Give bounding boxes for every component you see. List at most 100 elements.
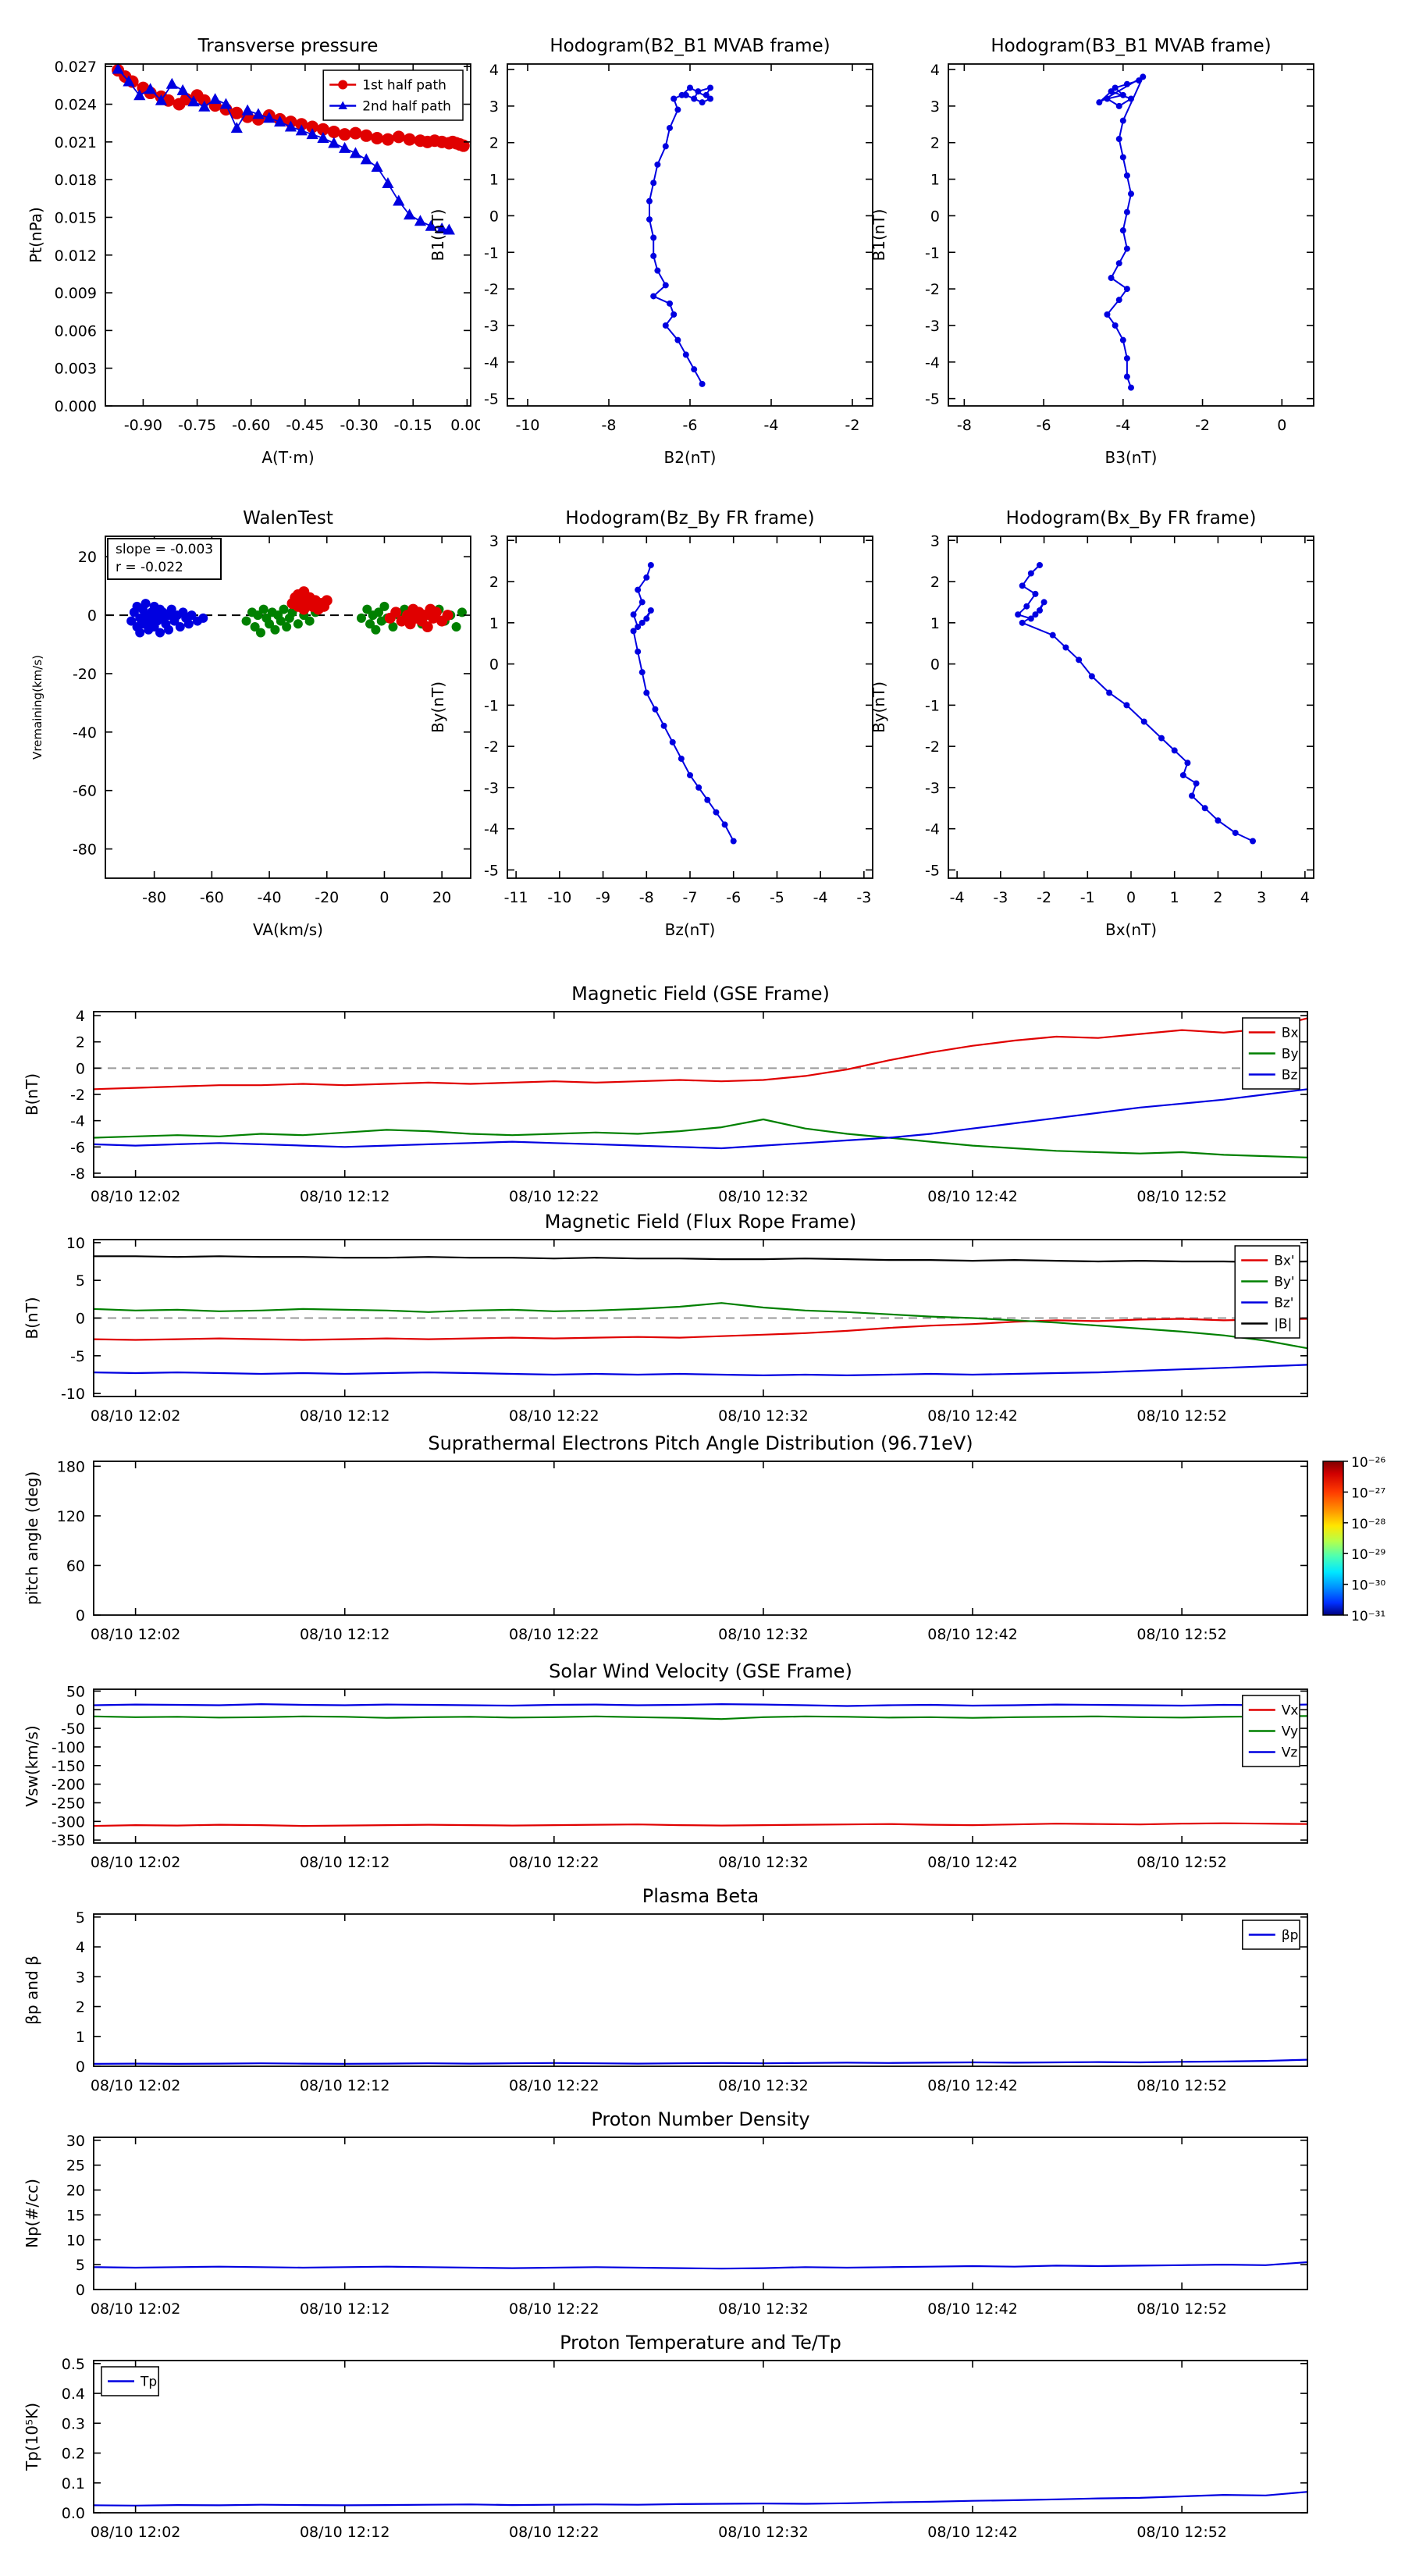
svg-text:-3: -3 <box>484 780 499 797</box>
svg-text:1: 1 <box>489 172 499 189</box>
plot-svg: -0.90 -0.75 -0.60 -0.45 -0.30 -0.15 0.00 0.000 0… <box>27 59 480 467</box>
svg-text:-10: -10 <box>515 417 539 434</box>
svg-text:0.2: 0.2 <box>62 2446 85 2463</box>
svg-text:-0.45: -0.45 <box>286 417 324 434</box>
svg-text:08/10 12:12: 08/10 12:12 <box>300 2077 390 2094</box>
chart-title: Proton Temperature and Te/Tp <box>560 2332 841 2354</box>
plot-svg: -80 -60 -40 -20 0 20 20 0 -20 -40 -60 -80 VA(km/s) Vr… <box>30 535 471 939</box>
svg-text:3: 3 <box>76 1969 85 1986</box>
chart-title: Hodogram(Bx_By FR frame) <box>1005 508 1257 528</box>
colorbar: 10⁻²⁶ 10⁻²⁷ 10⁻²⁸ 10⁻²⁹ 10⁻³⁰ 10⁻³¹ <box>1322 1455 1385 1624</box>
svg-text:-4: -4 <box>764 417 779 434</box>
svg-text:0.003: 0.003 <box>55 361 97 378</box>
svg-text:By(nT): By(nT) <box>429 681 447 733</box>
svg-text:4: 4 <box>489 62 499 79</box>
svg-text:08/10 12:22: 08/10 12:22 <box>509 1854 599 1871</box>
chart-hodogram-bz-by: Hodogram(Bz_By FR frame) -11 -10 -9 -8 -7 -6-… <box>422 496 882 952</box>
svg-text:B(nT): B(nT) <box>23 1297 41 1339</box>
chart-title: Hodogram(B3_B1 MVAB frame) <box>991 36 1272 56</box>
svg-text:-5: -5 <box>925 862 940 879</box>
svg-text:50: 50 <box>66 1683 85 1700</box>
svg-text:08/10 12:12: 08/10 12:12 <box>300 1407 390 1425</box>
svg-text:08/10 12:22: 08/10 12:22 <box>509 2524 599 2541</box>
svg-text:-40: -40 <box>258 889 282 906</box>
svg-text:08/10 12:12: 08/10 12:12 <box>300 2300 390 2318</box>
svg-text:-2: -2 <box>1195 417 1210 434</box>
svg-text:0: 0 <box>489 208 499 225</box>
svg-text:08/10 12:02: 08/10 12:02 <box>91 2077 181 2094</box>
svg-text:-4: -4 <box>925 354 940 372</box>
svg-text:2: 2 <box>76 1034 85 1051</box>
svg-text:-20: -20 <box>315 889 339 906</box>
plot-svg: 08/10 12:02 08/10 12:12 08/10 12:22 08/10 1… <box>23 1235 1309 1425</box>
svg-text:4: 4 <box>76 1939 85 1956</box>
svg-text:0: 0 <box>379 889 389 906</box>
svg-text:2: 2 <box>489 574 499 591</box>
svg-text:08/10 12:42: 08/10 12:42 <box>927 1407 1018 1425</box>
svg-text:Pt(nPa): Pt(nPa) <box>27 207 45 263</box>
svg-text:-11: -11 <box>504 889 528 906</box>
svg-text:4: 4 <box>930 62 940 79</box>
walen-stats-box: slope = -0.003 r = -0.022 <box>107 538 222 580</box>
svg-text:0.006: 0.006 <box>55 322 97 340</box>
svg-text:-80: -80 <box>142 889 166 906</box>
chart-hodogram-b2-b1: Hodogram(B2_B1 MVAB frame) -10 -8 -6 -4 -2 -5… <box>422 23 882 480</box>
svg-text:1: 1 <box>76 2029 85 2046</box>
plot-svg: 08/10 12:02 08/10 12:12 08/10 12:22 08/10 1… <box>23 1909 1309 2094</box>
svg-text:10⁻³¹: 10⁻³¹ <box>1351 1609 1385 1624</box>
svg-text:08/10 12:22: 08/10 12:22 <box>509 2300 599 2318</box>
svg-text:Vy: Vy <box>1282 1724 1298 1740</box>
svg-text:-1: -1 <box>1080 889 1095 906</box>
svg-text:08/10 12:12: 08/10 12:12 <box>300 2524 390 2541</box>
svg-text:0.009: 0.009 <box>55 285 97 302</box>
chart-plasma-beta: Plasma Beta 08/10 12:02 08/10 12:12 08/10 … <box>16 1879 1389 2113</box>
plot-svg: 08/10 12:02 08/10 12:12 08/10 12:22 08/10 1… <box>23 1008 1309 1205</box>
svg-text:2nd half path: 2nd half path <box>362 99 451 115</box>
svg-text:120: 120 <box>57 1508 85 1525</box>
svg-text:-2: -2 <box>484 738 499 756</box>
chart-title: Hodogram(B2_B1 MVAB frame) <box>550 36 831 56</box>
svg-text:-4: -4 <box>484 821 499 838</box>
svg-text:-0.90: -0.90 <box>124 417 162 434</box>
svg-text:Vremaining(km/s): Vremaining(km/s) <box>30 655 44 760</box>
svg-text:08/10 12:42: 08/10 12:42 <box>927 1188 1018 1205</box>
svg-text:0: 0 <box>76 1702 85 1719</box>
chart-title: Suprathermal Electrons Pitch Angle Distr… <box>428 1432 973 1454</box>
svg-text:By(nT): By(nT) <box>870 681 888 733</box>
svg-text:B3(nT): B3(nT) <box>1105 448 1158 467</box>
svg-text:10⁻²⁶: 10⁻²⁶ <box>1351 1455 1385 1471</box>
svg-text:-8: -8 <box>70 1165 85 1183</box>
svg-text:-2: -2 <box>484 281 499 298</box>
svg-text:-6: -6 <box>70 1139 85 1156</box>
svg-text:08/10 12:02: 08/10 12:02 <box>91 2524 181 2541</box>
chart-proton-number-density: Proton Number Density 08/10 12:02 08/10 1… <box>16 2102 1389 2336</box>
svg-text:-5: -5 <box>770 889 784 906</box>
svg-text:0: 0 <box>930 208 940 225</box>
svg-text:-4: -4 <box>70 1113 85 1130</box>
svg-text:-50: -50 <box>61 1720 85 1738</box>
chart-title: Hodogram(Bz_By FR frame) <box>565 508 815 528</box>
svg-text:08/10 12:42: 08/10 12:42 <box>927 2300 1018 2318</box>
svg-text:-6: -6 <box>726 889 741 906</box>
svg-text:A(T·m): A(T·m) <box>261 448 314 467</box>
svg-text:08/10 12:52: 08/10 12:52 <box>1136 2300 1227 2318</box>
svg-text:βp and β: βp and β <box>23 1955 41 2025</box>
svg-text:5: 5 <box>76 1909 85 1927</box>
svg-text:Vz: Vz <box>1282 1745 1298 1761</box>
svg-text:-60: -60 <box>73 783 97 800</box>
svg-text:0: 0 <box>489 656 499 674</box>
svg-text:0.00: 0.00 <box>450 417 480 434</box>
svg-text:-2: -2 <box>1037 889 1051 906</box>
svg-text:08/10 12:12: 08/10 12:12 <box>300 1854 390 1871</box>
svg-text:0: 0 <box>87 607 97 624</box>
svg-text:08/10 12:12: 08/10 12:12 <box>300 1188 390 1205</box>
svg-text:10⁻²⁸: 10⁻²⁸ <box>1351 1517 1385 1532</box>
svg-text:08/10 12:42: 08/10 12:42 <box>927 1854 1018 1871</box>
plot-svg: -8 -6 -4 -2 0 -5 -4 -3 -2 -1 0 1 2 3 4 B3(nT) B1(nT) <box>870 62 1314 467</box>
svg-text:-20: -20 <box>73 666 97 683</box>
svg-text:08/10 12:32: 08/10 12:32 <box>718 2300 809 2318</box>
svg-text:08/10 12:22: 08/10 12:22 <box>509 1188 599 1205</box>
svg-text:30: 30 <box>66 2133 85 2150</box>
svg-text:-350: -350 <box>52 1832 85 1849</box>
svg-text:-1: -1 <box>925 244 940 262</box>
